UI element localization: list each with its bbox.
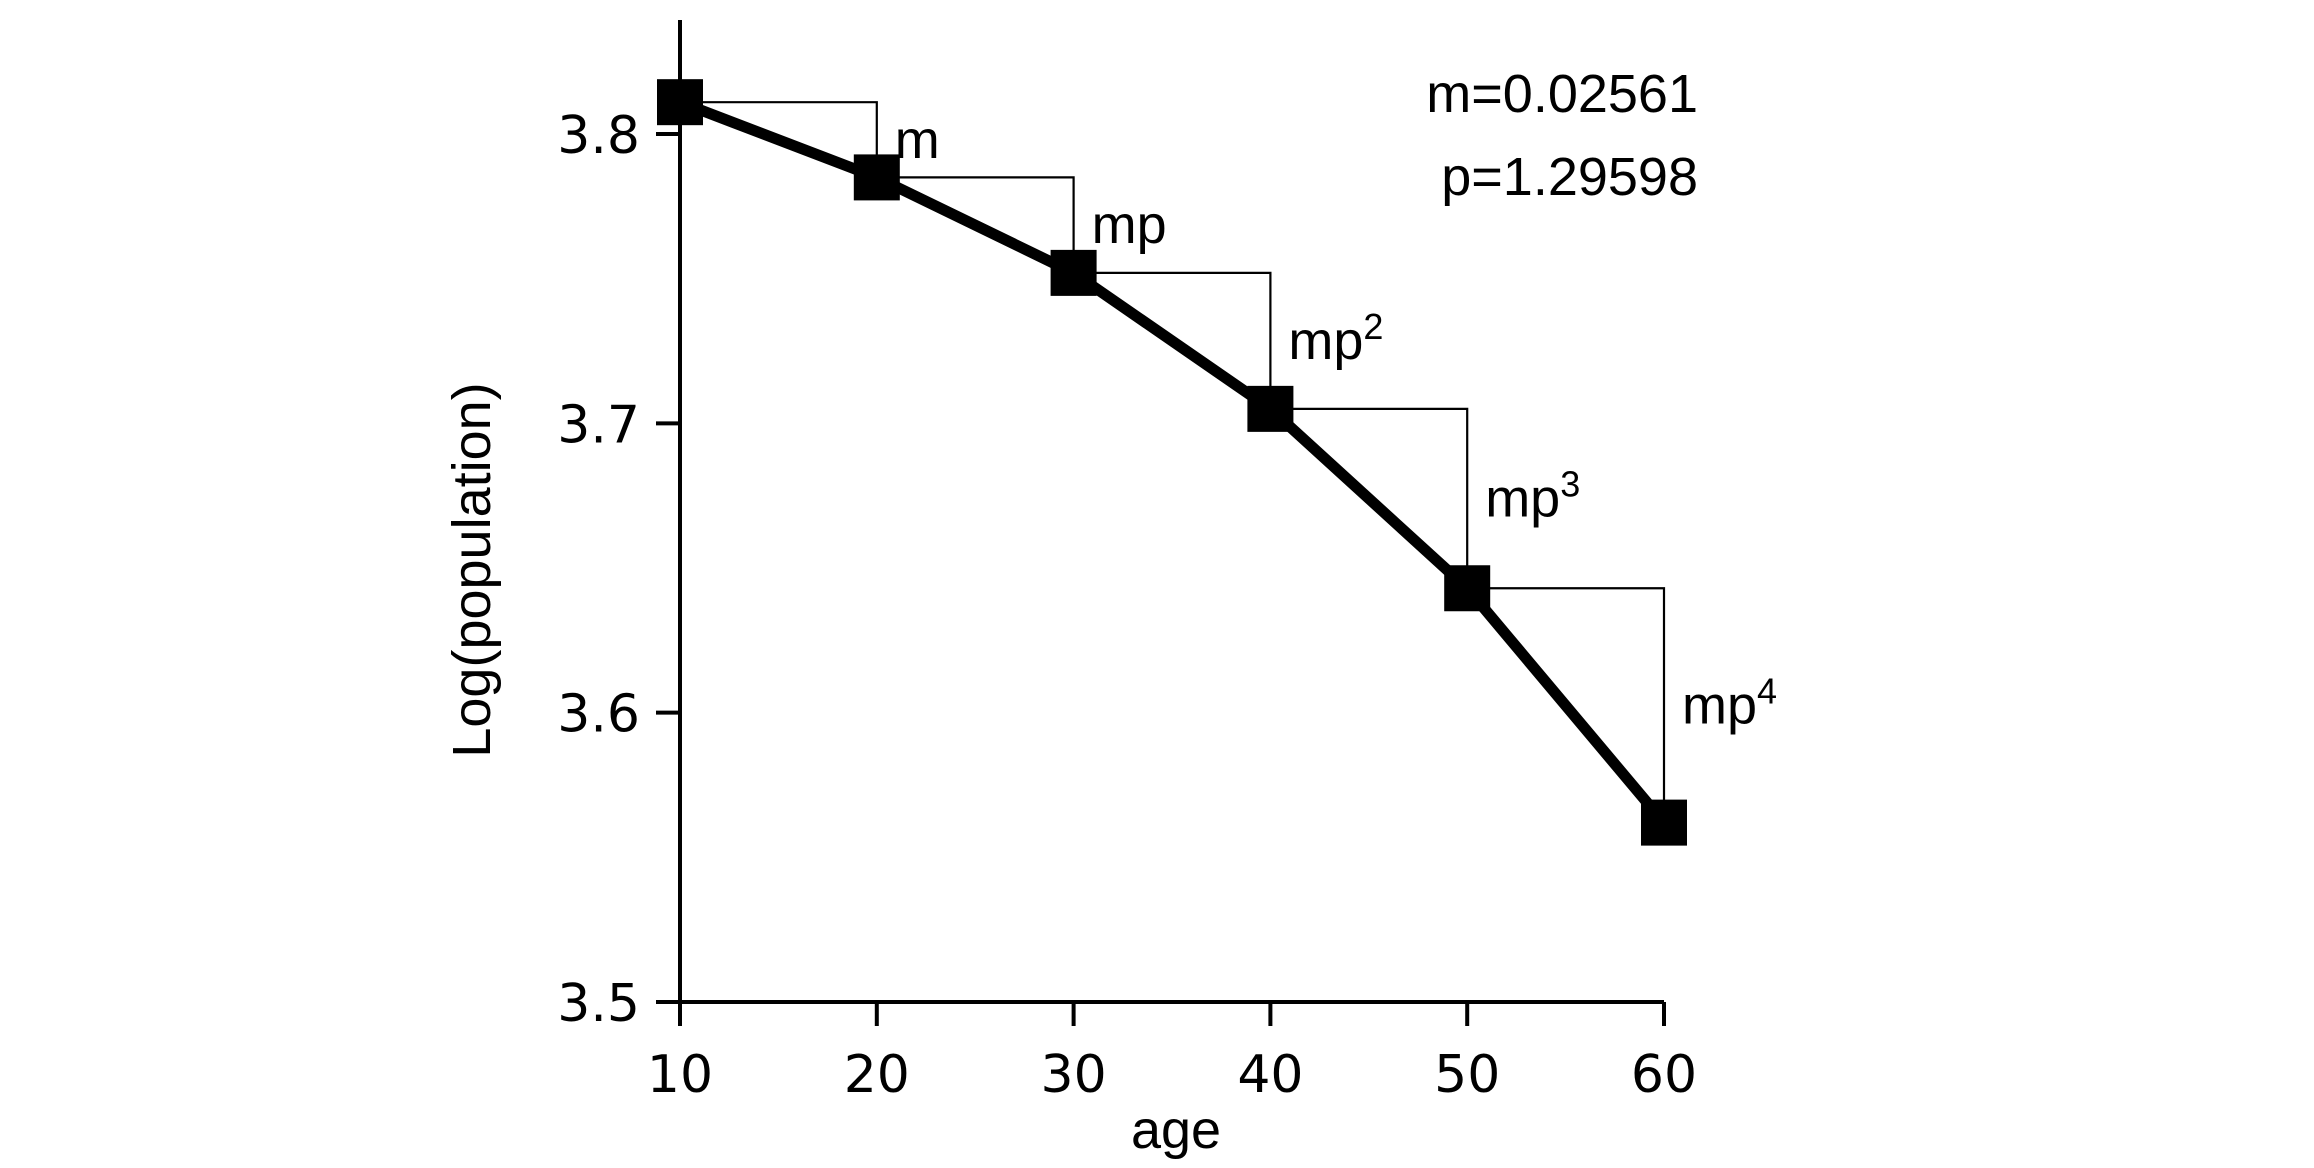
- data-point-marker: [1641, 799, 1687, 846]
- x-tick-label: 50: [1434, 1045, 1500, 1105]
- x-tick-label: 40: [1237, 1045, 1303, 1105]
- x-axis-title: age: [1131, 1100, 1221, 1160]
- parameter-p-label: p=1.29598: [1441, 147, 1698, 207]
- y-axis-title: Log(population): [442, 382, 502, 757]
- step-bracket: [1467, 587, 1666, 823]
- step-bracket: [1073, 271, 1272, 409]
- x-tick-label: 60: [1631, 1045, 1697, 1105]
- step-bracket: [1270, 407, 1469, 589]
- parameter-m-label: m=0.02561: [1426, 64, 1698, 124]
- y-tick-label: 3.8: [557, 106, 640, 166]
- x-tick-label: 10: [647, 1045, 713, 1105]
- step-annotations: m mp mp2 mp3 mp4: [680, 101, 1777, 823]
- step-bracket: [680, 101, 878, 178]
- data-point-marker: [1247, 385, 1294, 432]
- axes: 10 20 30 40 50 60 3.5 3.6 3.7 3.8: [557, 20, 1697, 1105]
- x-tick-label: 30: [1041, 1045, 1107, 1105]
- step-label: mp4: [1682, 670, 1777, 735]
- step-bracket: [876, 176, 1075, 273]
- step-label: mp3: [1485, 464, 1580, 529]
- data-point-marker: [1444, 565, 1491, 612]
- y-tick-label: 3.6: [557, 685, 640, 745]
- series-line: [678, 97, 1669, 827]
- data-point-marker: [853, 154, 900, 201]
- step-label: mp2: [1288, 306, 1383, 371]
- data-point-marker: [657, 79, 703, 126]
- x-tick-label: 20: [844, 1045, 910, 1105]
- step-label: mp: [1092, 195, 1167, 255]
- y-tick-label: 3.7: [557, 395, 640, 455]
- series: [657, 79, 1687, 846]
- data-point-marker: [1050, 249, 1097, 296]
- step-label: m: [895, 110, 940, 170]
- y-tick-label: 3.5: [557, 974, 640, 1034]
